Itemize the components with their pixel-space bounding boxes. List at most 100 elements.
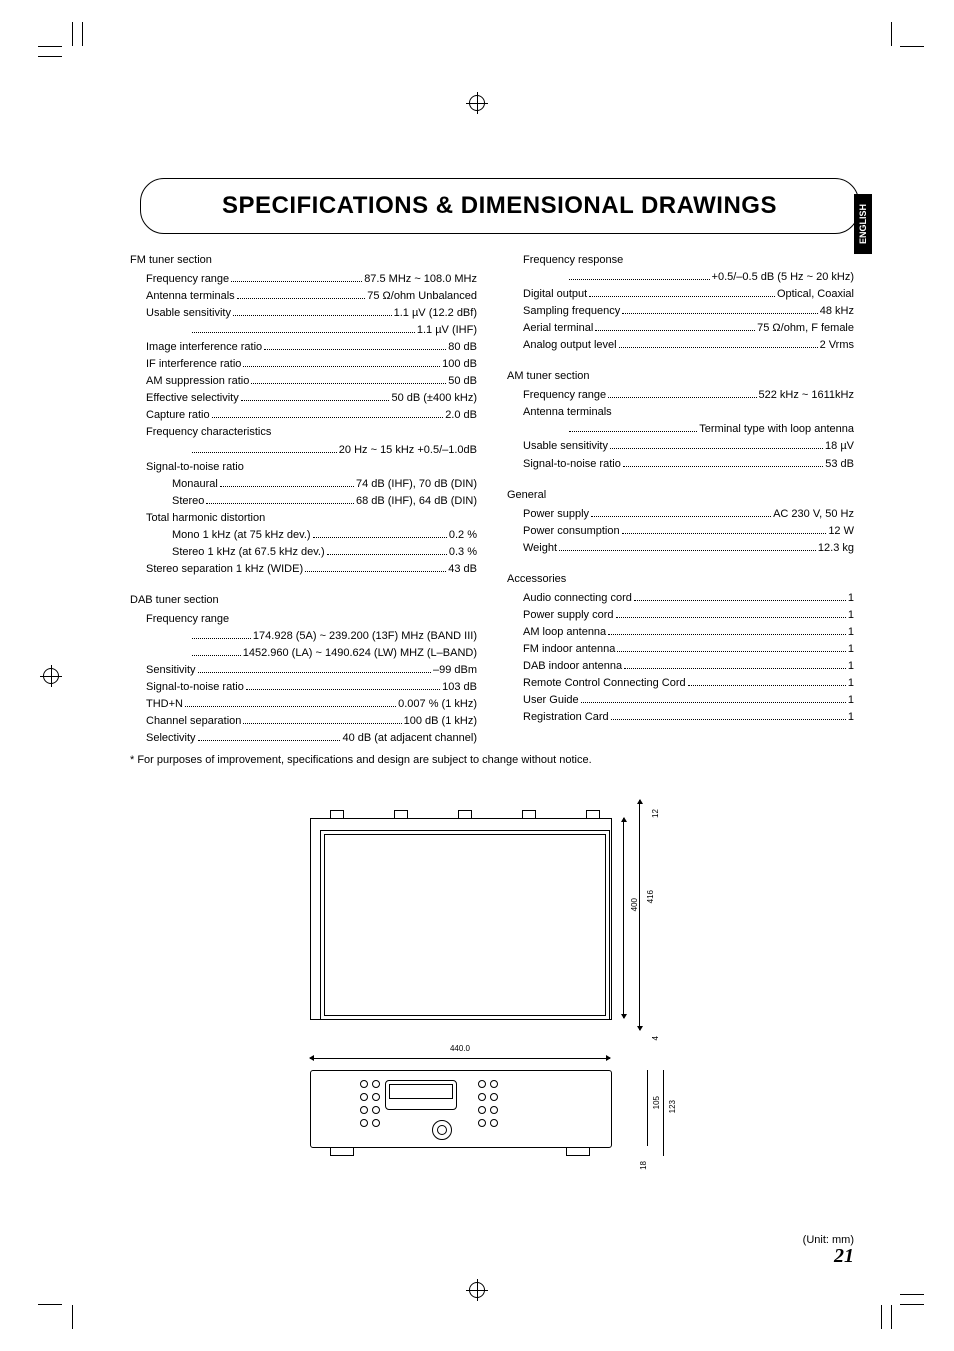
spec-row: Usable sensitivity1.1 µV (12.2 dBf) (130, 305, 477, 322)
spec-row: Capture ratio2.0 dB (130, 407, 477, 424)
spec-label: Registration Card (523, 709, 609, 726)
spec-label: Audio connecting cord (523, 590, 632, 607)
spec-value: –99 dBm (433, 662, 477, 679)
spec-row: Power consumption12 W (507, 523, 854, 540)
spec-section-title: AM tuner section (507, 368, 854, 385)
spec-row: Terminal type with loop antenna (507, 421, 854, 438)
spec-label: Weight (523, 540, 557, 557)
spec-row: +0.5/–0.5 dB (5 Hz ~ 20 kHz) (507, 269, 854, 286)
spec-label: Frequency range (146, 611, 229, 628)
spec-value: 80 dB (448, 339, 477, 356)
spec-value: 40 dB (at adjacent channel) (342, 730, 477, 747)
spec-row: Signal-to-noise ratio103 dB (130, 679, 477, 696)
spec-value: 100 dB (1 kHz) (404, 713, 477, 730)
spec-label: IF interference ratio (146, 356, 241, 373)
spec-section: FM tuner sectionFrequency range87.5 MHz … (130, 252, 477, 578)
front-view-drawing: 440.0 105 123 18 (310, 1070, 610, 1170)
spec-value: 75 Ω/ohm Unbalanced (367, 288, 477, 305)
spec-value: 12.3 kg (818, 540, 854, 557)
spec-row: DAB indoor antenna 1 (507, 658, 854, 675)
spec-value: 75 Ω/ohm, F female (757, 320, 854, 337)
spec-value: 1 (848, 675, 854, 692)
registration-top (466, 92, 488, 114)
spec-value: 0.3 % (449, 544, 477, 561)
registration-left (40, 665, 62, 687)
spec-row: Analog output level2 Vrms (507, 337, 854, 354)
spec-value: +0.5/–0.5 dB (5 Hz ~ 20 kHz) (712, 269, 854, 286)
spec-section: AM tuner sectionFrequency range522 kHz ~… (507, 368, 854, 472)
spec-value: 1.1 µV (12.2 dBf) (394, 305, 477, 322)
spec-value: 1 (848, 607, 854, 624)
spec-label: Total harmonic distortion (146, 510, 265, 527)
spec-row: FM indoor antenna1 (507, 641, 854, 658)
spec-row: Signal-to-noise ratio 53 dB (507, 456, 854, 473)
spec-value: 2.0 dB (445, 407, 477, 424)
spec-row: IF interference ratio100 dB (130, 356, 477, 373)
spec-label: DAB indoor antenna (523, 658, 622, 675)
spec-row: Stereo separation 1 kHz (WIDE)43 dB (130, 561, 477, 578)
spec-value: 1 (848, 658, 854, 675)
spec-row: Power supply cord 1 (507, 607, 854, 624)
spec-row: Effective selectivity50 dB (±400 kHz) (130, 390, 477, 407)
spec-row: Frequency characteristics (130, 424, 477, 441)
spec-row: Frequency range (130, 611, 477, 628)
spec-label: Frequency range (523, 387, 606, 404)
spec-column-left: FM tuner sectionFrequency range87.5 MHz … (130, 252, 477, 761)
registration-bottom (466, 1279, 488, 1301)
spec-value: 50 dB (±400 kHz) (391, 390, 477, 407)
spec-row: Digital outputOptical, Coaxial (507, 286, 854, 303)
spec-row: 1.1 µV (IHF) (130, 322, 477, 339)
spec-value: 18 µV (825, 438, 854, 455)
dim-front-total: 123 (668, 1100, 677, 1113)
spec-row: Total harmonic distortion (130, 510, 477, 527)
spec-section: Frequency response +0.5/–0.5 dB (5 Hz ~ 2… (507, 252, 854, 354)
spec-row: User Guide1 (507, 692, 854, 709)
spec-row: Frequency range87.5 MHz ~ 108.0 MHz (130, 271, 477, 288)
spec-label: Image interference ratio (146, 339, 262, 356)
spec-section-title: Accessories (507, 571, 854, 588)
spec-row: Antenna terminals75 Ω/ohm Unbalanced (130, 288, 477, 305)
spec-label: Usable sensitivity (523, 438, 608, 455)
dim-body-height: 400 (630, 898, 639, 911)
spec-label: Frequency response (523, 252, 623, 269)
spec-row: Monaural74 dB (IHF), 70 dB (DIN) (130, 476, 477, 493)
spec-value: 12 W (828, 523, 854, 540)
spec-value: 1 (848, 641, 854, 658)
spec-row: AM suppression ratio 50 dB (130, 373, 477, 390)
spec-label: Aerial terminal (523, 320, 593, 337)
spec-value: Terminal type with loop antenna (699, 421, 854, 438)
spec-label: Stereo separation 1 kHz (WIDE) (146, 561, 303, 578)
spec-label: Stereo 1 kHz (at 67.5 kHz dev.) (172, 544, 325, 561)
spec-row: Stereo68 dB (IHF), 64 dB (DIN) (130, 493, 477, 510)
spec-label: Signal-to-noise ratio (523, 456, 621, 473)
spec-row: Weight 12.3 kg (507, 540, 854, 557)
dimensional-drawings: 12 400 416 4 440.0 (280, 800, 760, 1170)
spec-label: Power supply cord (523, 607, 614, 624)
spec-value: 20 Hz ~ 15 kHz +0.5/–1.0dB (339, 442, 477, 459)
spec-value: 48 kHz (820, 303, 854, 320)
spec-value: 50 dB (448, 373, 477, 390)
spec-section: GeneralPower supplyAC 230 V, 50 HzPower … (507, 487, 854, 557)
spec-column-right: Frequency response +0.5/–0.5 dB (5 Hz ~ 2… (507, 252, 854, 761)
dim-width: 440.0 (440, 1044, 480, 1053)
spec-section-title: DAB tuner section (130, 592, 477, 609)
dim-total-height: 416 (646, 890, 655, 903)
spec-label: AM suppression ratio (146, 373, 249, 390)
spec-value: 103 dB (442, 679, 477, 696)
spec-label: Mono 1 kHz (at 75 kHz dev.) (172, 527, 311, 544)
spec-value: 2 Vrms (820, 337, 854, 354)
spec-row: Antenna terminals (507, 404, 854, 421)
spec-value: 0.007 % (1 kHz) (398, 696, 477, 713)
dim-rear-offset: 4 (651, 1036, 660, 1040)
spec-value: 87.5 MHz ~ 108.0 MHz (364, 271, 477, 288)
spec-value: 1.1 µV (IHF) (417, 322, 477, 339)
spec-value: 1 (848, 590, 854, 607)
spec-row: THD+N0.007 % (1 kHz) (130, 696, 477, 713)
spec-label: Channel separation (146, 713, 241, 730)
specifications: FM tuner sectionFrequency range87.5 MHz … (130, 252, 854, 761)
spec-label: Selectivity (146, 730, 196, 747)
spec-row: 1452.960 (LA) ~ 1490.624 (LW) MHZ (L–BAN… (130, 645, 477, 662)
spec-value: 1452.960 (LA) ~ 1490.624 (LW) MHZ (L–BAN… (243, 645, 477, 662)
footnote: * For purposes of improvement, specifica… (130, 754, 592, 766)
spec-value: 53 dB (825, 456, 854, 473)
